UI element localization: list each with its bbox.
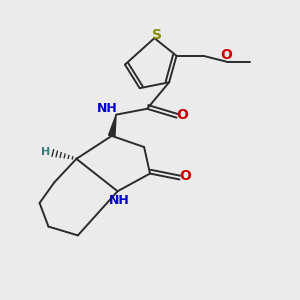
Text: H: H [41, 147, 50, 158]
Text: NH: NH [97, 102, 118, 115]
Text: NH: NH [109, 194, 130, 207]
Text: O: O [176, 108, 188, 122]
Text: O: O [220, 48, 232, 62]
Polygon shape [109, 115, 116, 136]
Text: S: S [152, 28, 162, 42]
Text: O: O [179, 169, 191, 184]
